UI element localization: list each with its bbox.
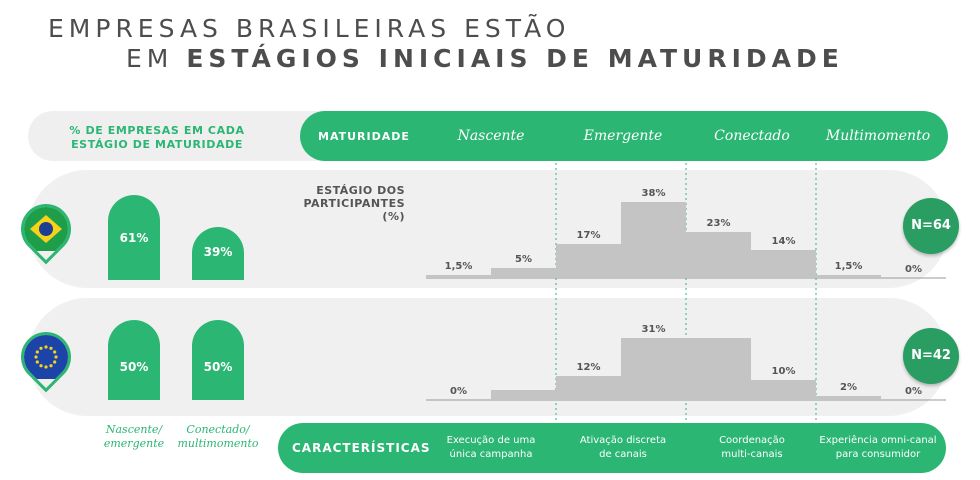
category-early-line2: emergente [103,437,165,450]
category-early-line1: Nascente/ [105,423,163,436]
characteristic-multimomento: Experiência omni-canal para consumidor [814,434,942,462]
histogram-label-0-1: 5% [515,254,532,265]
stage-axis-line2: PARTICIPANTES [303,197,405,210]
histogram-label-1-3: 31% [642,324,666,335]
characteristics-label: CARACTERÍSTICAS [292,441,431,455]
characteristic-conectado-line1: Coordenação [719,435,785,446]
histogram-bar-0-2 [556,244,621,278]
stage-axis-label: ESTÁGIO DOS PARTICIPANTES (%) [292,184,405,223]
stage-nascente: Nascente [457,128,525,144]
stage-multimomento: Multimomento [825,128,931,144]
characteristic-nascente: Execução de uma única campanha [427,434,555,462]
maturity-header [300,111,948,161]
histogram-bar-0-3 [621,202,686,278]
histogram-bar-1-4 [686,338,751,400]
category-late-line1: Conectado/ [186,423,250,436]
summary-bar-brasil-late: 39% [192,227,244,280]
characteristic-nascente-line2: única campanha [449,449,533,460]
category-late-line2: multimomento [177,437,259,450]
histogram-bar-1-3 [621,338,686,400]
histogram-label-0-2: 17% [577,230,601,241]
histogram-bar-0-6 [816,275,881,278]
page-title-line1: EMPRESAS BRASILEIRAS ESTÃO [48,14,571,43]
n-badge-brasil: N=64 [903,198,959,254]
title-prefix: EM [126,44,187,73]
characteristic-multimomento-line2: para consumidor [835,449,921,460]
summary-bar-brasil-early: 61% [108,195,160,280]
summary-bar-europa-early: 50% [108,320,160,400]
histogram-bar-0-5 [751,250,816,278]
characteristic-conectado: Coordenação multi-canais [688,434,816,462]
characteristic-multimomento-line1: Experiência omni-canal [819,435,937,446]
characteristic-emergente-line2: de canais [599,449,647,460]
histogram-label-1-2: 12% [577,362,601,373]
histogram-label-0-4: 23% [707,218,731,229]
characteristic-conectado-line2: multi-canais [721,449,783,460]
histogram-label-1-5: 10% [772,366,796,377]
category-label-late: Conectado/ multimomento [173,423,263,451]
brazil-flag-icon [15,198,77,260]
category-label-early: Nascente/ emergente [89,423,179,451]
histogram-bar-1-6 [816,396,881,400]
histogram-bar-0-1 [491,268,556,278]
characteristic-emergente: Ativação discreta de canais [559,434,687,462]
histogram-bar-0-4 [686,232,751,278]
histogram-label-1-6: 2% [840,382,857,393]
histogram-label-0-7: 0% [905,264,922,275]
histogram-label-0-6: 1,5% [835,261,863,272]
characteristic-nascente-line1: Execução de uma [446,435,536,446]
legend-line1: % DE EMPRESAS EM CADA [69,124,245,137]
title-bold: ESTÁGIOS INICIAIS DE MATURIDADE [186,44,844,73]
stage-emergente: Emergente [583,128,663,144]
histogram-label-0-5: 14% [772,236,796,247]
histogram-bar-1-5 [751,380,816,400]
n-badge-europa: N=42 [903,328,959,384]
stage-axis-line1: ESTÁGIO DOS [316,184,405,197]
histogram-bar-0-0 [426,275,491,278]
histogram-label-0-3: 38% [642,188,666,199]
histogram-label-1-0: 0% [450,386,467,397]
summary-bar-europa-late: 50% [192,320,244,400]
characteristics-bar [278,423,946,473]
histogram-label-0-0: 1,5% [445,261,473,272]
legend-text: % DE EMPRESAS EM CADA ESTÁGIO DE MATURID… [42,124,272,152]
histogram-label-1-7: 0% [905,386,922,397]
eu-flag-icon [15,326,77,388]
page-title-line2: EM ESTÁGIOS INICIAIS DE MATURIDADE [126,44,844,73]
legend-line2: ESTÁGIO DE MATURIDADE [71,138,243,151]
histogram-bar-1-1 [491,390,556,400]
maturity-label: MATURIDADE [318,130,410,143]
characteristic-emergente-line1: Ativação discreta [579,435,667,446]
stage-axis-line3: (%) [382,210,405,223]
histogram-bar-1-2 [556,376,621,400]
stage-conectado: Conectado [714,128,790,144]
